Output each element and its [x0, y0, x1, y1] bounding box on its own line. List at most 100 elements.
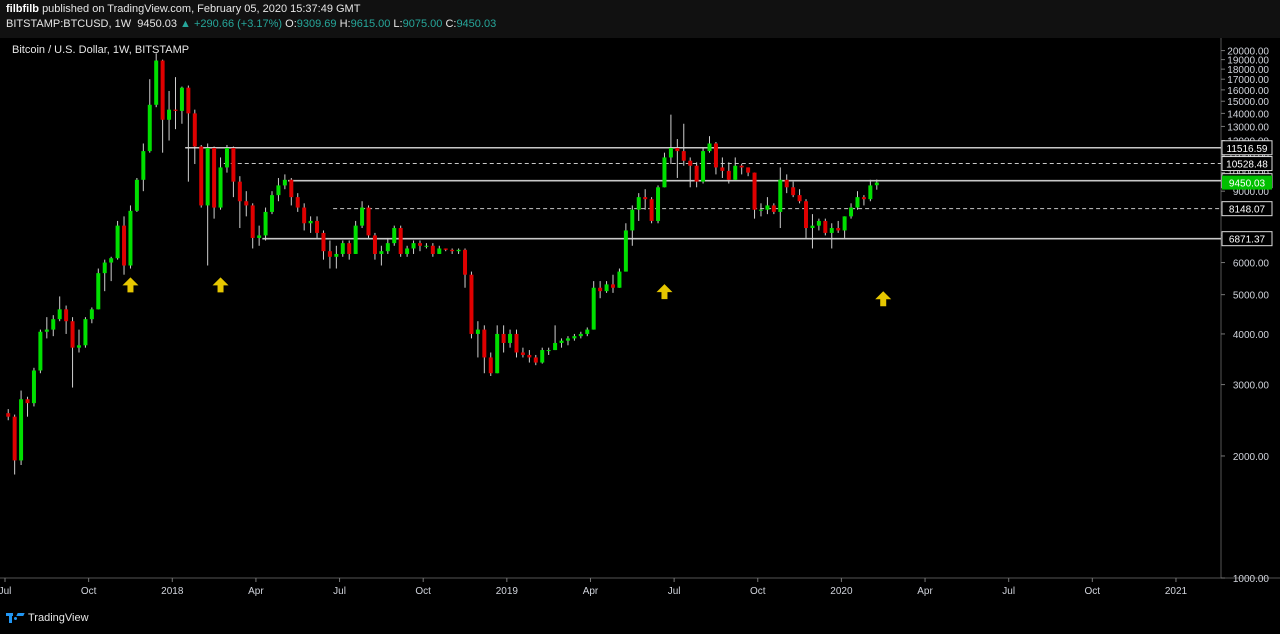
- candle-down[interactable]: [501, 333, 506, 343]
- candle-up[interactable]: [102, 262, 107, 274]
- candle-down[interactable]: [237, 181, 242, 202]
- candle-down[interactable]: [771, 205, 776, 212]
- candle-down[interactable]: [649, 199, 654, 221]
- candle-down[interactable]: [244, 201, 249, 206]
- candle-up[interactable]: [816, 220, 821, 226]
- candle-up[interactable]: [411, 243, 416, 249]
- candle-up[interactable]: [109, 258, 114, 263]
- candle-down[interactable]: [598, 287, 603, 292]
- candle-down[interactable]: [417, 243, 422, 246]
- candle-up[interactable]: [765, 205, 770, 210]
- candle-down[interactable]: [488, 357, 493, 374]
- candle-up[interactable]: [38, 331, 43, 371]
- candle-up[interactable]: [257, 235, 262, 238]
- publisher-name[interactable]: filbfilb: [6, 3, 39, 15]
- candle-down[interactable]: [469, 274, 474, 334]
- candle-up[interactable]: [31, 370, 36, 404]
- candle-up[interactable]: [662, 157, 667, 188]
- candle-up[interactable]: [141, 151, 146, 180]
- candle-up[interactable]: [385, 243, 390, 252]
- candle-up[interactable]: [147, 104, 152, 152]
- candlestick-chart[interactable]: 1000.00 2000.00 3000.00 4000.00 5000.00 6000.…: [0, 38, 1280, 604]
- candle-up[interactable]: [115, 225, 120, 259]
- candle-down[interactable]: [791, 187, 796, 196]
- candle-up[interactable]: [623, 230, 628, 272]
- candle-up[interactable]: [89, 309, 94, 320]
- candle-down[interactable]: [520, 352, 525, 355]
- candle-up[interactable]: [656, 187, 661, 221]
- candle-up[interactable]: [585, 329, 590, 334]
- candle-up[interactable]: [630, 209, 635, 231]
- candle-up[interactable]: [392, 228, 397, 244]
- candle-up[interactable]: [405, 248, 410, 254]
- candle-up[interactable]: [578, 333, 583, 337]
- candle-down[interactable]: [6, 413, 11, 417]
- candle-down[interactable]: [25, 399, 30, 404]
- candle-down[interactable]: [797, 195, 802, 202]
- candle-down[interactable]: [315, 220, 320, 233]
- candle-down[interactable]: [611, 284, 615, 288]
- candle-up[interactable]: [205, 148, 210, 206]
- candle-down[interactable]: [823, 220, 828, 233]
- candle-down[interactable]: [430, 245, 435, 254]
- candle-up[interactable]: [604, 284, 609, 292]
- candle-down[interactable]: [231, 148, 236, 182]
- candle-down[interactable]: [688, 160, 693, 166]
- candle-up[interactable]: [379, 251, 384, 254]
- candle-up[interactable]: [270, 195, 274, 212]
- candle-down[interactable]: [533, 357, 538, 363]
- candle-down[interactable]: [302, 207, 307, 224]
- candle-down[interactable]: [514, 333, 519, 353]
- candle-up[interactable]: [553, 342, 558, 351]
- candle-up[interactable]: [128, 210, 133, 266]
- candle-down[interactable]: [366, 207, 371, 236]
- candle-up[interactable]: [437, 248, 442, 254]
- candle-up[interactable]: [707, 143, 712, 152]
- candle-up[interactable]: [340, 243, 345, 254]
- candle-down[interactable]: [694, 165, 699, 182]
- candle-up[interactable]: [572, 336, 577, 339]
- candle-up[interactable]: [134, 179, 139, 211]
- candle-up[interactable]: [565, 338, 570, 341]
- chart-area[interactable]: 1000.00 2000.00 3000.00 4000.00 5000.00 6000.…: [0, 38, 1280, 604]
- candle-up[interactable]: [282, 179, 287, 186]
- candle-up[interactable]: [733, 165, 738, 180]
- candle-up[interactable]: [508, 333, 513, 343]
- candle-up[interactable]: [308, 220, 313, 224]
- candle-down[interactable]: [321, 232, 326, 252]
- candle-up[interactable]: [154, 60, 159, 105]
- candle-down[interactable]: [295, 197, 300, 208]
- tradingview-brand[interactable]: TradingView: [6, 612, 89, 624]
- candle-down[interactable]: [739, 165, 744, 168]
- candle-down[interactable]: [398, 228, 403, 254]
- candle-down[interactable]: [372, 235, 377, 254]
- candle-down[interactable]: [289, 179, 294, 198]
- candle-up[interactable]: [868, 185, 873, 200]
- candle-down[interactable]: [64, 309, 69, 322]
- candle-up[interactable]: [83, 319, 88, 346]
- candle-up[interactable]: [167, 109, 172, 120]
- candle-up[interactable]: [76, 345, 81, 348]
- candle-up[interactable]: [810, 225, 815, 229]
- candle-down[interactable]: [726, 170, 731, 180]
- candle-down[interactable]: [250, 205, 255, 238]
- candle-up[interactable]: [546, 350, 551, 352]
- candle-up[interactable]: [19, 399, 24, 461]
- candle-down[interactable]: [804, 201, 809, 229]
- candle-up[interactable]: [218, 167, 223, 208]
- candle-down[interactable]: [720, 167, 725, 171]
- candle-up[interactable]: [224, 148, 229, 168]
- candle-down[interactable]: [199, 146, 204, 206]
- candle-down[interactable]: [186, 87, 191, 114]
- candle-down[interactable]: [450, 249, 455, 252]
- candle-up[interactable]: [617, 271, 622, 288]
- candle-up[interactable]: [591, 287, 596, 330]
- candle-up[interactable]: [263, 211, 268, 236]
- candle-up[interactable]: [353, 225, 358, 254]
- candle-up[interactable]: [758, 209, 763, 211]
- candle-down[interactable]: [443, 248, 448, 250]
- candle-up[interactable]: [475, 329, 480, 334]
- candle-down[interactable]: [836, 228, 841, 231]
- candle-up[interactable]: [334, 253, 339, 257]
- candle-up[interactable]: [179, 87, 184, 111]
